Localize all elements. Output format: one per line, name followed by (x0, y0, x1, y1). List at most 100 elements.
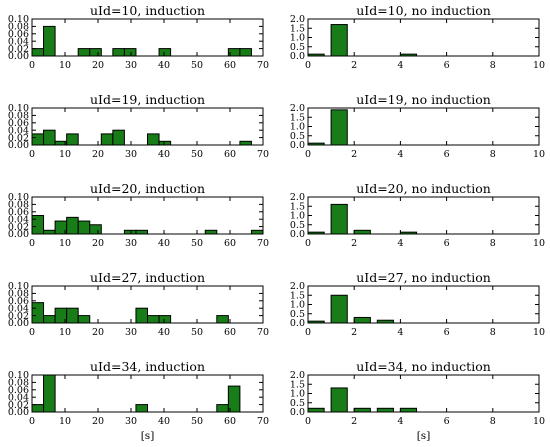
y-tick-label: 0.06 (8, 385, 29, 396)
x-tick-label: 4 (397, 149, 403, 160)
histogram-bar (43, 229, 56, 235)
histogram-bar (353, 229, 371, 235)
y-tick-label: 2.0 (290, 103, 305, 114)
x-tick-label: 6 (444, 327, 450, 338)
x-tick-label: 20 (92, 416, 104, 427)
x-tick-label: 10 (533, 416, 545, 427)
y-tick-label: 1.5 (290, 201, 305, 212)
x-tick-label: 6 (444, 416, 450, 427)
histogram-bar (216, 404, 229, 413)
y-tick-label: 0.5 (290, 398, 305, 409)
x-tick-label: 8 (490, 327, 496, 338)
histogram-bar (158, 140, 172, 146)
y-tick-label: 0.0 (290, 51, 305, 62)
x-tick-label: 0 (305, 149, 311, 160)
x-tick-label: 2 (351, 60, 357, 71)
y-tick-label: 2.0 (290, 370, 305, 381)
x-tick-label: 10 (59, 60, 71, 71)
x-tick-label: 10 (59, 238, 71, 249)
x-tick-label: 20 (92, 60, 104, 71)
y-tick-label: 0.02 (8, 222, 29, 233)
axes-frame (31, 374, 264, 413)
histogram-bar (399, 407, 418, 413)
x-tick-label: 8 (490, 238, 496, 249)
histogram-bar (250, 229, 264, 235)
x-tick-label: 10 (533, 327, 545, 338)
x-tick-label: 6 (444, 149, 450, 160)
y-tick-label: 0.10 (8, 192, 29, 203)
y-tick-label: 1.0 (290, 33, 305, 44)
histogram-bar (123, 229, 137, 235)
x-tick-label: 0 (29, 238, 35, 249)
histogram-bar (353, 407, 371, 413)
histogram-bar (77, 48, 91, 57)
x-tick-label: 20 (92, 238, 104, 249)
x-tick-label: 10 (59, 149, 71, 160)
x-tick-label: 0 (305, 60, 311, 71)
panel-10: 0 2 4 6 8 10 0.00.51.01.52.0 uId=34, no inducti… (290, 359, 545, 442)
x-tick-label: 70 (257, 327, 269, 338)
x-tick-label: 2 (351, 416, 357, 427)
x-tick-label: 50 (191, 238, 203, 249)
axes-frame (31, 18, 264, 57)
x-tick-label: 30 (125, 327, 137, 338)
y-tick-label: 0.08 (8, 200, 29, 211)
x-tick-label: 30 (125, 60, 137, 71)
y-tick-label: 1.5 (290, 379, 305, 390)
histogram-bar (307, 407, 325, 413)
histogram-bar (123, 48, 137, 57)
histogram-bar (43, 374, 56, 413)
y-tick-label: 0.04 (8, 303, 29, 314)
histogram-bar (43, 129, 56, 146)
x-tick-label: 40 (158, 149, 170, 160)
panel-title: uId=19, induction (90, 92, 205, 107)
panel-2: 0 2 4 6 8 10 0.00.51.01.52.0 uId=10, no inducti… (290, 3, 545, 71)
y-tick-label: 0.00 (8, 407, 29, 418)
y-tick-label: 0.04 (8, 392, 29, 403)
x-tick-label: 10 (59, 416, 71, 427)
axes-frame (31, 107, 264, 146)
histogram-bar (31, 404, 45, 413)
x-tick-label: 6 (444, 238, 450, 249)
x-tick-label: 4 (397, 416, 403, 427)
histogram-bar (216, 315, 229, 324)
y-tick-label: 0.0 (290, 318, 305, 329)
panel-title: uId=10, induction (90, 3, 205, 18)
histogram-bar (239, 48, 252, 57)
y-tick-label: 0.02 (8, 133, 29, 144)
x-tick-label: 10 (533, 238, 545, 249)
histogram-bar (330, 109, 348, 146)
y-tick-label: 0.10 (8, 14, 29, 25)
x-tick-label: 2 (351, 149, 357, 160)
panel-6: 0 2 4 6 8 10 0.00.51.01.52.0 uId=20, no inducti… (290, 181, 545, 249)
y-tick-label: 0.04 (8, 214, 29, 225)
x-tick-label: 10 (533, 149, 545, 160)
y-tick-label: 0.02 (8, 400, 29, 411)
histogram-bar (135, 404, 148, 413)
panel-title: uId=27, induction (90, 270, 205, 285)
x-tick-label: 0 (29, 327, 35, 338)
histogram-bar (89, 48, 102, 57)
y-tick-label: 0.0 (290, 407, 305, 418)
x-tick-label: 70 (257, 149, 269, 160)
y-tick-label: 1.5 (290, 112, 305, 123)
x-tick-label: 60 (224, 327, 236, 338)
x-tick-label: 4 (397, 327, 403, 338)
x-tick-label: 70 (257, 238, 269, 249)
y-tick-label: 0.5 (290, 42, 305, 53)
y-tick-label: 0.08 (8, 289, 29, 300)
y-tick-label: 1.5 (290, 23, 305, 34)
panel-4: 0 2 4 6 8 10 0.00.51.01.52.0 uId=19, no inducti… (290, 92, 545, 160)
histogram-bar (100, 133, 114, 146)
y-tick-label: 0.00 (8, 51, 29, 62)
y-tick-label: 1.0 (290, 211, 305, 222)
histogram-bar (77, 220, 91, 235)
x-tick-label: 8 (490, 416, 496, 427)
histogram-bar (31, 302, 45, 324)
x-axis-label: [s] (417, 430, 431, 442)
y-tick-label: 0.02 (8, 44, 29, 55)
histogram-bar (43, 25, 56, 57)
y-tick-label: 0.06 (8, 118, 29, 129)
x-tick-label: 40 (158, 416, 170, 427)
